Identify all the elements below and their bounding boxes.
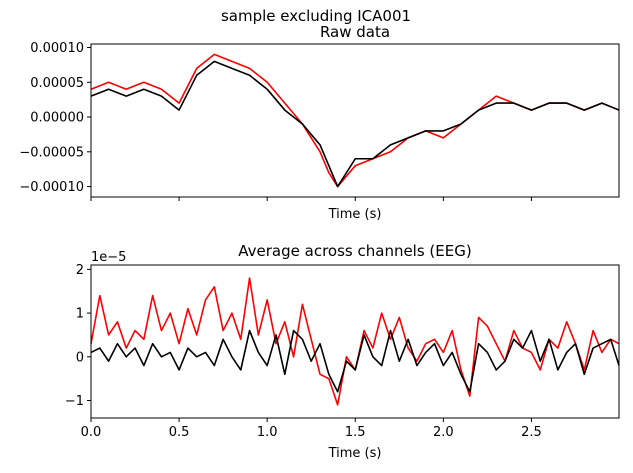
average-title: Average across channels (EEG): [238, 242, 471, 260]
average-xtick-label: 2.5: [521, 425, 542, 440]
average-yticks: −1 0 1 2: [65, 263, 91, 409]
average-xtick-label: 0.5: [169, 425, 190, 440]
average-xtick-label: 2.0: [433, 425, 454, 440]
raw-data-series-1: [90, 60, 620, 188]
raw-data-ytick-label: −0.00005: [19, 145, 84, 160]
average-axes: Average across channels (EEG) 1e−5 −1 0 1 2…: [65, 242, 620, 461]
average-ytick-label: −1: [65, 394, 84, 409]
average-ytick-label: 2: [76, 263, 84, 278]
average-xticks: 0.0 0.5 1.0 1.5 2.0 2.5: [81, 418, 542, 440]
raw-data-ytick-label: 0.00005: [30, 76, 84, 91]
raw-data-title: Raw data: [320, 23, 390, 41]
average-xlabel: Time (s): [328, 446, 382, 461]
raw-data-ytick-label: 0.00010: [30, 41, 84, 56]
average-ytick-label: 0: [76, 350, 84, 365]
raw-data-yticks: −0.00010 −0.00005 0.00000 0.00005 0.00010: [19, 41, 91, 195]
raw-data-xlabel: Time (s): [328, 207, 382, 222]
raw-data-ytick-label: −0.00010: [19, 180, 84, 195]
raw-data-axes: Raw data −0.00010 −0.00005 0.00000 0.00005 0…: [19, 23, 620, 222]
average-series-1: [90, 329, 620, 393]
figure-suptitle: sample excluding ICA001: [221, 7, 411, 25]
average-ytick-label: 1: [76, 307, 84, 322]
raw-data-xticks: [90, 197, 532, 201]
average-xtick-label: 0.0: [81, 425, 102, 440]
average-offset-text: 1e−5: [91, 250, 126, 265]
average-xtick-label: 1.5: [345, 425, 366, 440]
raw-data-ytick-label: 0.00000: [30, 111, 84, 126]
raw-data-series-group: [90, 53, 620, 188]
average-series-group: [90, 277, 620, 406]
average-xtick-label: 1.0: [257, 425, 278, 440]
